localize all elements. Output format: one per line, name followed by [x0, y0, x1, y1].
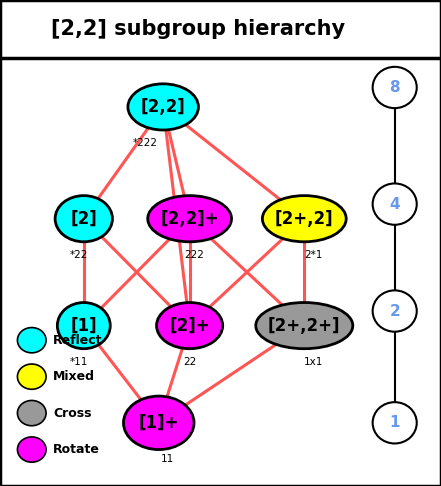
Text: 2*1: 2*1 [304, 250, 322, 260]
Ellipse shape [262, 195, 346, 242]
Text: Mixed: Mixed [53, 370, 95, 383]
Text: 8: 8 [389, 80, 400, 95]
Ellipse shape [157, 302, 223, 349]
Ellipse shape [128, 84, 198, 130]
Text: [2]: [2] [71, 209, 97, 228]
Text: 1x1: 1x1 [303, 357, 323, 367]
Ellipse shape [148, 195, 232, 242]
Ellipse shape [18, 328, 46, 353]
Ellipse shape [373, 183, 417, 225]
Text: 2: 2 [389, 304, 400, 318]
Text: [2+,2]: [2+,2] [275, 209, 333, 228]
Text: Reflect: Reflect [53, 334, 102, 347]
Ellipse shape [18, 437, 46, 462]
Text: [2,2]+: [2,2]+ [161, 209, 219, 228]
Text: *222: *222 [133, 139, 158, 148]
Text: [2+,2+]: [2+,2+] [268, 316, 340, 335]
Ellipse shape [57, 302, 110, 349]
Text: 22: 22 [183, 357, 196, 367]
Text: Rotate: Rotate [53, 443, 100, 456]
Ellipse shape [256, 302, 353, 349]
Ellipse shape [123, 396, 194, 450]
Ellipse shape [18, 400, 46, 426]
Text: [2,2] subgroup hierarchy: [2,2] subgroup hierarchy [52, 19, 345, 39]
FancyBboxPatch shape [0, 0, 441, 58]
Ellipse shape [373, 291, 417, 332]
Text: *11: *11 [70, 357, 89, 367]
Text: 4: 4 [389, 197, 400, 211]
Text: [2]+: [2]+ [169, 316, 210, 335]
Text: [2,2]: [2,2] [141, 98, 186, 116]
Text: 11: 11 [161, 454, 174, 464]
Ellipse shape [18, 364, 46, 389]
Text: 1: 1 [389, 416, 400, 430]
Text: [1]: [1] [71, 316, 97, 335]
Text: *22: *22 [70, 250, 89, 260]
Ellipse shape [373, 402, 417, 443]
Ellipse shape [55, 195, 112, 242]
Text: 222: 222 [184, 250, 204, 260]
Ellipse shape [373, 67, 417, 108]
Text: Cross: Cross [53, 407, 91, 419]
Text: [1]+: [1]+ [138, 414, 179, 432]
